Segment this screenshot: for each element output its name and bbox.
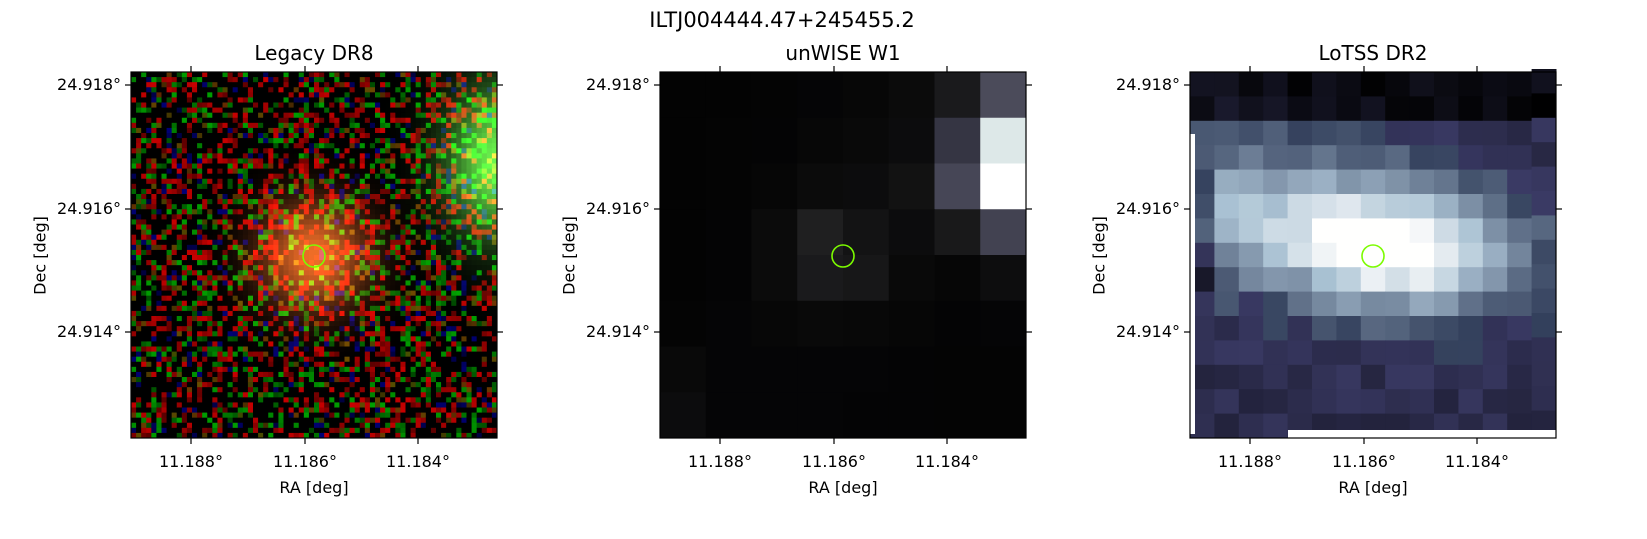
y-tick-label: 24.918° bbox=[586, 75, 650, 94]
legacy-image bbox=[125, 66, 503, 444]
source-marker bbox=[1361, 244, 1385, 268]
y-tick-label: 24.916° bbox=[57, 199, 121, 218]
y-tick-label: 24.914° bbox=[586, 322, 650, 341]
source-marker bbox=[831, 244, 855, 268]
x-tick-label: 11.186° bbox=[1332, 452, 1396, 471]
y-tick-label: 24.914° bbox=[1116, 322, 1180, 341]
x-axis-label: RA [deg] bbox=[1338, 478, 1408, 497]
axes-frame bbox=[1189, 71, 1557, 439]
x-tick-label: 11.184° bbox=[915, 452, 979, 471]
x-tick-label: 11.186° bbox=[802, 452, 866, 471]
panel-title: Legacy DR8 bbox=[254, 41, 374, 65]
unwise-image bbox=[654, 66, 1032, 444]
axes-frame bbox=[130, 71, 498, 439]
source-marker bbox=[302, 244, 326, 268]
y-axis-label: Dec [deg] bbox=[1089, 216, 1109, 295]
panel-title: unWISE W1 bbox=[785, 41, 901, 65]
x-tick-label: 11.188° bbox=[1218, 452, 1282, 471]
x-tick-label: 11.186° bbox=[273, 452, 337, 471]
x-tick-label: 11.188° bbox=[688, 452, 752, 471]
x-tick-label: 11.188° bbox=[159, 452, 223, 471]
x-axis-label: RA [deg] bbox=[808, 478, 878, 497]
y-tick-label: 24.916° bbox=[1116, 199, 1180, 218]
figure-title: ILTJ004444.47+245455.2 bbox=[649, 8, 915, 32]
y-axis-label: Dec [deg] bbox=[30, 216, 50, 295]
x-tick-label: 11.184° bbox=[386, 452, 450, 471]
x-tick-label: 11.184° bbox=[1445, 452, 1509, 471]
y-tick-label: 24.914° bbox=[57, 322, 121, 341]
lotss-image bbox=[1184, 66, 1562, 444]
y-tick-label: 24.918° bbox=[1116, 75, 1180, 94]
y-tick-label: 24.918° bbox=[57, 75, 121, 94]
axes-frame bbox=[659, 71, 1027, 439]
y-axis-label: Dec [deg] bbox=[559, 216, 579, 295]
x-axis-label: RA [deg] bbox=[279, 478, 349, 497]
panel-title: LoTSS DR2 bbox=[1318, 41, 1428, 65]
y-tick-label: 24.916° bbox=[586, 199, 650, 218]
